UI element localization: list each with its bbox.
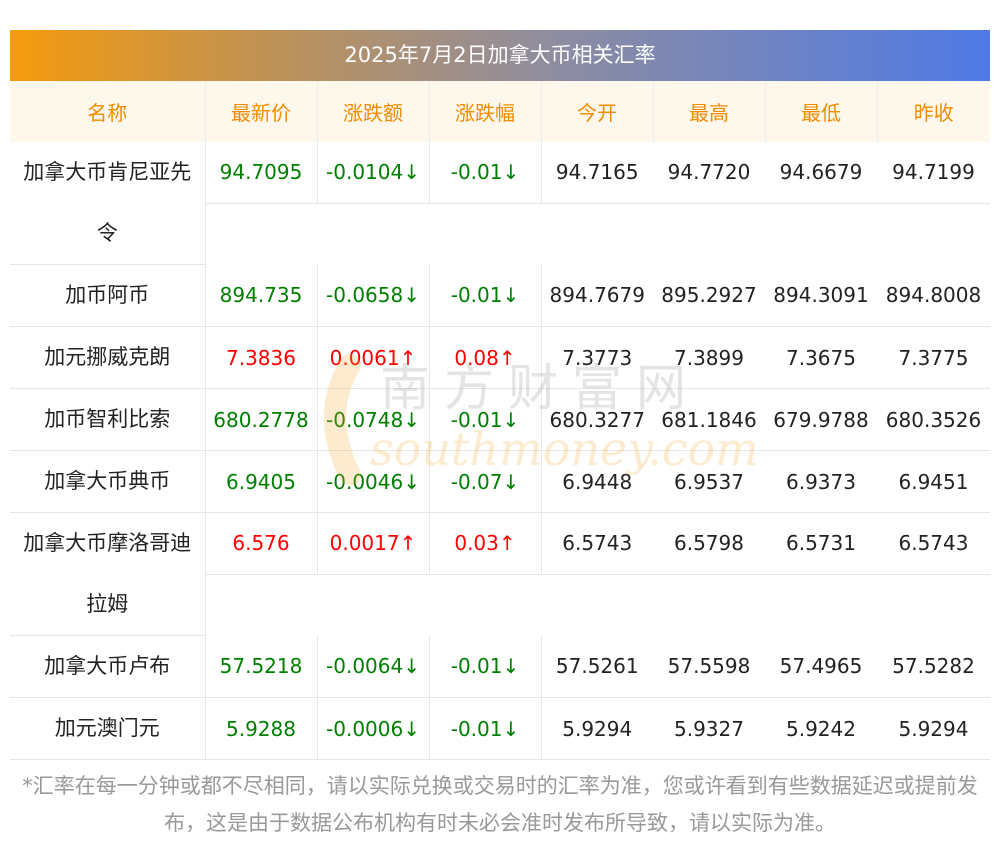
latest-price: 680.2778	[205, 388, 318, 451]
high-price: 681.1846	[653, 388, 765, 451]
open-price: 57.5261	[541, 635, 653, 698]
open-price: 894.7679	[541, 264, 653, 327]
currency-pair-name: 加拿大币摩洛哥迪 拉姆	[10, 512, 206, 636]
high-price: 6.9537	[653, 450, 765, 513]
currency-pair-name-line1: 加元澳门元	[54, 716, 160, 740]
open-price: 6.5743	[541, 512, 653, 575]
currency-pair-name: 加币阿币	[10, 264, 206, 327]
low-price: 894.3091	[765, 264, 877, 327]
disclaimer-footnote: *汇率在每一分钟或都不尽相同，请以实际兑换或交易时的汇率为准，您或许看到有些数据…	[22, 774, 978, 835]
currency-pair-name: 加拿大币典币	[10, 450, 206, 513]
empty-cell	[205, 203, 990, 264]
currency-pair-name-line1: 加拿大币卢布	[44, 654, 171, 678]
low-price: 6.5731	[765, 512, 877, 575]
change-amount: 0.0017↑	[317, 512, 430, 575]
prev-close-price: 680.3526	[877, 388, 990, 451]
header-change: 涨跌额	[317, 81, 430, 142]
prev-close-price: 6.5743	[877, 512, 990, 575]
low-price: 7.3675	[765, 326, 877, 389]
currency-pair-name-line1: 加拿大币肯尼亚先	[23, 160, 192, 184]
rate-table: 名称 最新价 涨跌额 涨跌幅 今开 最高 最低 昨收 加拿大币肯尼亚先令 94.7…	[10, 81, 990, 760]
change-amount: -0.0658↓	[317, 264, 430, 327]
rate-table-container: 2025年7月2日加拿大币相关汇率 名称 最新价 涨跌额 涨跌幅 今开 最高 最…	[10, 30, 990, 760]
change-amount: -0.0064↓	[317, 635, 430, 698]
change-amount: -0.0006↓	[317, 697, 430, 760]
currency-pair-name-line1: 加币智利比索	[44, 407, 171, 431]
high-price: 7.3899	[653, 326, 765, 389]
currency-pair-name-line2: 拉姆	[86, 592, 129, 616]
currency-pair-name: 加元挪威克朗	[10, 326, 206, 389]
currency-pair-name: 加拿大币卢布	[10, 635, 206, 698]
currency-pair-name-line1: 加拿大币典币	[44, 469, 171, 493]
currency-pair-name: 加币智利比索	[10, 388, 206, 451]
open-price: 7.3773	[541, 326, 653, 389]
change-percent: -0.01↓	[429, 388, 542, 451]
high-price: 6.5798	[653, 512, 765, 575]
table-title: 2025年7月2日加拿大币相关汇率	[10, 30, 990, 81]
currency-pair-name: 加拿大币肯尼亚先令	[10, 142, 206, 265]
high-price: 57.5598	[653, 635, 765, 698]
latest-price: 7.3836	[205, 326, 318, 389]
latest-price: 57.5218	[205, 635, 318, 698]
empty-cell	[205, 574, 990, 635]
currency-pair-name-line1: 加拿大币摩洛哥迪	[23, 531, 192, 555]
change-percent: -0.01↓	[429, 142, 542, 204]
header-change-pct: 涨跌幅	[429, 81, 542, 142]
low-price: 6.9373	[765, 450, 877, 513]
high-price: 94.7720	[653, 142, 765, 204]
currency-pair-name-line1: 加币阿币	[65, 283, 150, 307]
latest-price: 6.9405	[205, 450, 318, 513]
prev-close-price: 57.5282	[877, 635, 990, 698]
latest-price: 6.576	[205, 512, 318, 575]
low-price: 679.9788	[765, 388, 877, 451]
change-amount: 0.0061↑	[317, 326, 430, 389]
change-amount: -0.0104↓	[317, 142, 430, 204]
change-amount: -0.0046↓	[317, 450, 430, 513]
table-row: 加拿大币摩洛哥迪 拉姆 6.576 0.0017↑ 0.03↑ 6.5743 6.5798 6…	[10, 512, 990, 636]
change-percent: -0.07↓	[429, 450, 542, 513]
open-price: 94.7165	[541, 142, 653, 204]
table-row: 加元挪威克朗 7.3836 0.0061↑ 0.08↑ 7.3773 7.3899 7.36…	[10, 326, 990, 389]
prev-close-price: 7.3775	[877, 326, 990, 389]
open-price: 5.9294	[541, 697, 653, 760]
change-percent: -0.01↓	[429, 697, 542, 760]
header-open: 今开	[541, 81, 654, 142]
change-amount: -0.0748↓	[317, 388, 430, 451]
low-price: 94.6679	[765, 142, 877, 204]
low-price: 57.4965	[765, 635, 877, 698]
latest-price: 94.7095	[205, 142, 318, 204]
table-row: 加币阿币 894.735 -0.0658↓ -0.01↓ 894.7679 895.292…	[10, 264, 990, 327]
change-percent: 0.08↑	[429, 326, 542, 389]
table-row: 加拿大币肯尼亚先令 94.7095 -0.0104↓ -0.01↓ 94.7165 94.…	[10, 142, 990, 265]
header-high: 最高	[653, 81, 766, 142]
prev-close-price: 6.9451	[877, 450, 990, 513]
prev-close-price: 894.8008	[877, 264, 990, 327]
open-price: 680.3277	[541, 388, 653, 451]
prev-close-price: 94.7199	[877, 142, 990, 204]
low-price: 5.9242	[765, 697, 877, 760]
currency-pair-name-line2: 令	[96, 221, 118, 245]
table-header-row: 名称 最新价 涨跌额 涨跌幅 今开 最高 最低 昨收	[10, 81, 990, 142]
header-low: 最低	[765, 81, 878, 142]
change-percent: -0.01↓	[429, 264, 542, 327]
latest-price: 894.735	[205, 264, 318, 327]
table-row: 加拿大币典币 6.9405 -0.0046↓ -0.07↓ 6.9448 6.9537 6.…	[10, 450, 990, 513]
currency-pair-name-line1: 加元挪威克朗	[44, 345, 171, 369]
table-row: 加元澳门元 5.9288 -0.0006↓ -0.01↓ 5.9294 5.9327 5.9…	[10, 697, 990, 760]
high-price: 5.9327	[653, 697, 765, 760]
change-percent: 0.03↑	[429, 512, 542, 575]
currency-pair-name: 加元澳门元	[10, 697, 206, 760]
high-price: 895.2927	[653, 264, 765, 327]
change-percent: -0.01↓	[429, 635, 542, 698]
header-prev-close: 昨收	[877, 81, 990, 142]
table-row: 加币智利比索 680.2778 -0.0748↓ -0.01↓ 680.3277 681.…	[10, 388, 990, 451]
open-price: 6.9448	[541, 450, 653, 513]
header-latest: 最新价	[205, 81, 318, 142]
prev-close-price: 5.9294	[877, 697, 990, 760]
header-name: 名称	[10, 81, 206, 142]
table-row: 加拿大币卢布 57.5218 -0.0064↓ -0.01↓ 57.5261 57.559…	[10, 635, 990, 698]
latest-price: 5.9288	[205, 697, 318, 760]
